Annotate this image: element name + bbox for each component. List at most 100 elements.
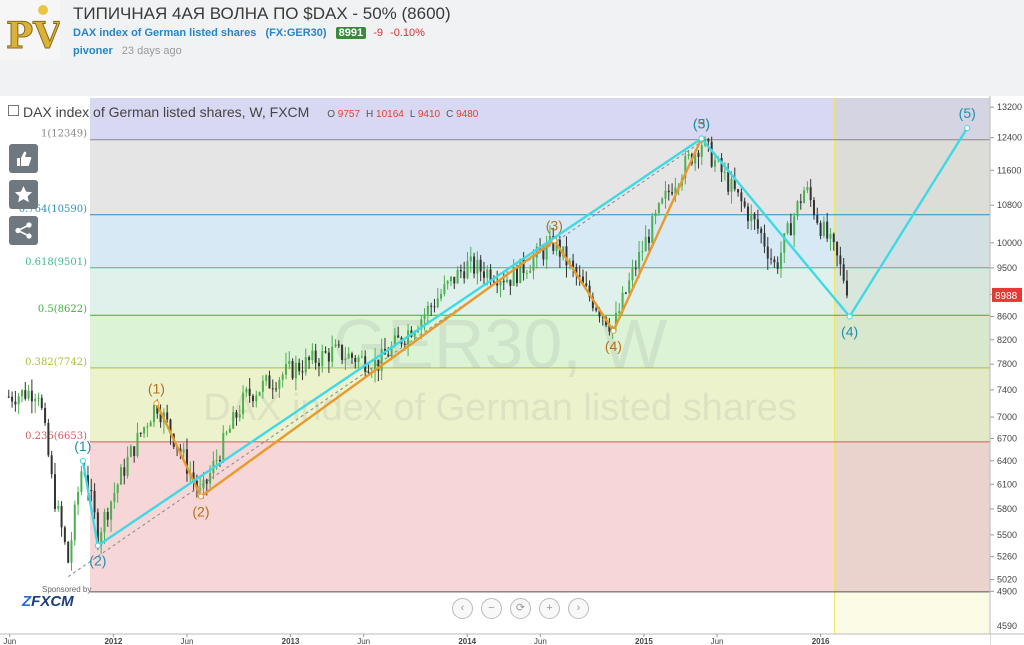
wave-cyan-label: (3) (693, 115, 710, 131)
candle-body (836, 241, 839, 256)
candle (842, 257, 845, 284)
candle (641, 240, 644, 261)
candle (482, 261, 485, 285)
candle (836, 241, 839, 267)
candle-body (225, 432, 228, 434)
candle (321, 344, 324, 373)
candle-body (786, 223, 789, 234)
symbol-name-link[interactable]: DAX index of German listed shares (73, 27, 257, 39)
author-link[interactable]: pivoner (73, 45, 113, 57)
candle-body (727, 171, 730, 192)
candle-body (763, 233, 766, 247)
share-button[interactable] (9, 216, 38, 245)
y-tick-label: 4590 (997, 621, 1017, 631)
candle-body (634, 268, 637, 270)
candle-body (581, 276, 584, 284)
candle (380, 338, 383, 380)
candle-body (598, 310, 601, 317)
candle-body (327, 352, 330, 362)
zoom-in-button[interactable]: + (539, 598, 560, 619)
candle-body (258, 391, 261, 396)
candle (796, 200, 799, 221)
candle (166, 404, 169, 423)
scroll-right-button[interactable]: › (568, 598, 589, 619)
candle (585, 271, 588, 288)
price-badge: 8991 (335, 27, 367, 39)
candle-body (575, 267, 578, 276)
candle (644, 225, 647, 252)
collapse-legend-icon[interactable] (8, 105, 19, 116)
x-tick-label: Jun (357, 637, 370, 645)
candle (707, 137, 710, 152)
open-value: 9757 (337, 109, 361, 120)
candle-body (215, 460, 218, 462)
y-tick-label: 10000 (997, 238, 1022, 248)
candle-body (796, 201, 799, 217)
candle (67, 540, 70, 564)
candle-body (479, 259, 482, 272)
y-tick-label: 6400 (997, 456, 1017, 466)
candle-body (50, 455, 53, 475)
chart-container[interactable]: 1(12349) 0.764(10590) 0.618(9501) 0.5(8622)… (0, 96, 1024, 645)
candle-body (403, 343, 406, 345)
candle (50, 450, 53, 479)
chart-nav-buttons: ‹ − ⟳ + › (452, 598, 597, 619)
y-tick-label: 6700 (997, 433, 1017, 443)
ticker-link[interactable]: (FX:GER30) (265, 27, 327, 39)
reset-button[interactable]: ⟳ (510, 598, 531, 619)
candle-body (667, 190, 670, 193)
candle (525, 269, 528, 279)
candle-body (591, 296, 594, 309)
candle (433, 298, 436, 313)
candle-body (268, 375, 271, 389)
candle (30, 379, 33, 414)
candle (255, 390, 258, 408)
candle (225, 430, 228, 436)
candle (235, 409, 238, 426)
candle-body (644, 236, 647, 252)
candle-body (753, 213, 756, 220)
like-button[interactable] (9, 144, 38, 173)
fib-band (90, 267, 990, 316)
candle (809, 178, 812, 207)
candle (789, 213, 792, 236)
fxcm-logo-icon: Z (22, 593, 32, 610)
candle (766, 237, 769, 270)
candle (341, 344, 344, 365)
sponsor-brand[interactable]: ZFXCM (22, 593, 74, 610)
candle-body (90, 490, 93, 492)
candle-body (783, 233, 786, 253)
candle-body (826, 221, 829, 239)
author-logo[interactable]: PV (0, 0, 63, 60)
candle-body (47, 422, 50, 456)
candle (360, 350, 363, 359)
zoom-out-button[interactable]: − (481, 598, 502, 619)
candle (185, 438, 188, 482)
candle-body (291, 360, 294, 379)
candle-body (390, 345, 393, 357)
ohlc-values: O 9757 H 10164 L 9410 C 9480 (327, 109, 479, 120)
candle (116, 483, 119, 503)
x-tick-label: Jun (711, 637, 724, 645)
candle-body (694, 152, 697, 164)
candle-body (608, 325, 611, 332)
candle (17, 392, 20, 415)
candle (228, 424, 231, 433)
candle-body (136, 432, 139, 457)
candle (453, 276, 456, 289)
candle-body (129, 446, 132, 457)
candle-body (423, 314, 426, 320)
candle (344, 346, 347, 371)
share-icon (15, 222, 32, 239)
candle-body (205, 479, 208, 484)
candle (53, 462, 56, 512)
candle (357, 354, 360, 370)
scroll-left-button[interactable]: ‹ (452, 598, 473, 619)
candle-body (397, 335, 400, 338)
candle (651, 212, 654, 244)
candle-body (222, 433, 225, 462)
x-tick-label: Jun (534, 637, 547, 645)
candle-body (308, 357, 311, 361)
favorite-button[interactable] (9, 180, 38, 209)
price-chart[interactable]: 1(12349) 0.764(10590) 0.618(9501) 0.5(8622)… (0, 96, 1024, 645)
